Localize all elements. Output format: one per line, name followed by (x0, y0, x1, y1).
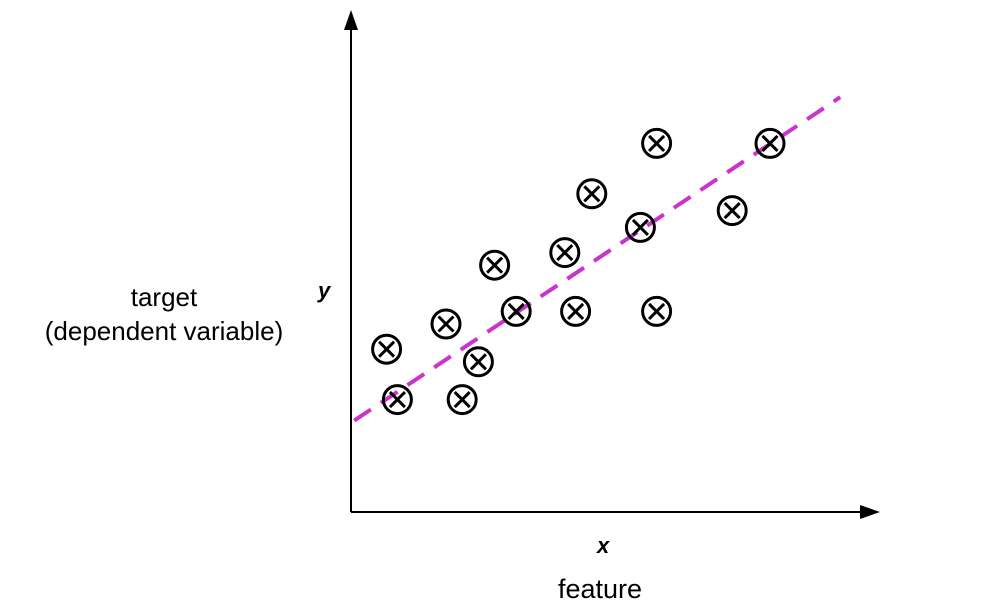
x-axis-label: feature (557, 574, 643, 604)
data-point-marker (716, 195, 748, 227)
data-point-marker (462, 346, 494, 378)
data-point-marker (754, 127, 786, 159)
data-point-marker (560, 295, 592, 327)
x-axis-symbol: x (596, 533, 610, 558)
data-point-marker (446, 384, 478, 416)
data-point-marker (479, 249, 511, 281)
data-marks (353, 95, 842, 423)
data-point-marker (576, 178, 608, 210)
y-axis-label-line-2: (dependent variable) (44, 316, 284, 346)
x-axis-arrow (860, 505, 880, 519)
data-point-marker (371, 333, 403, 365)
data-point-marker (430, 308, 462, 340)
y-axis-arrow (344, 10, 358, 30)
data-point-marker (641, 295, 673, 327)
y-axis-label: target (dependent variable) (14, 280, 314, 348)
y-axis-symbol: y (317, 278, 332, 303)
data-point-marker (500, 295, 532, 327)
data-point-marker (381, 384, 413, 416)
y-axis-label-line-1: target (130, 282, 198, 312)
data-point-marker (641, 127, 673, 159)
data-point-marker (624, 211, 656, 243)
axes (344, 10, 880, 519)
data-point-marker (549, 237, 581, 269)
